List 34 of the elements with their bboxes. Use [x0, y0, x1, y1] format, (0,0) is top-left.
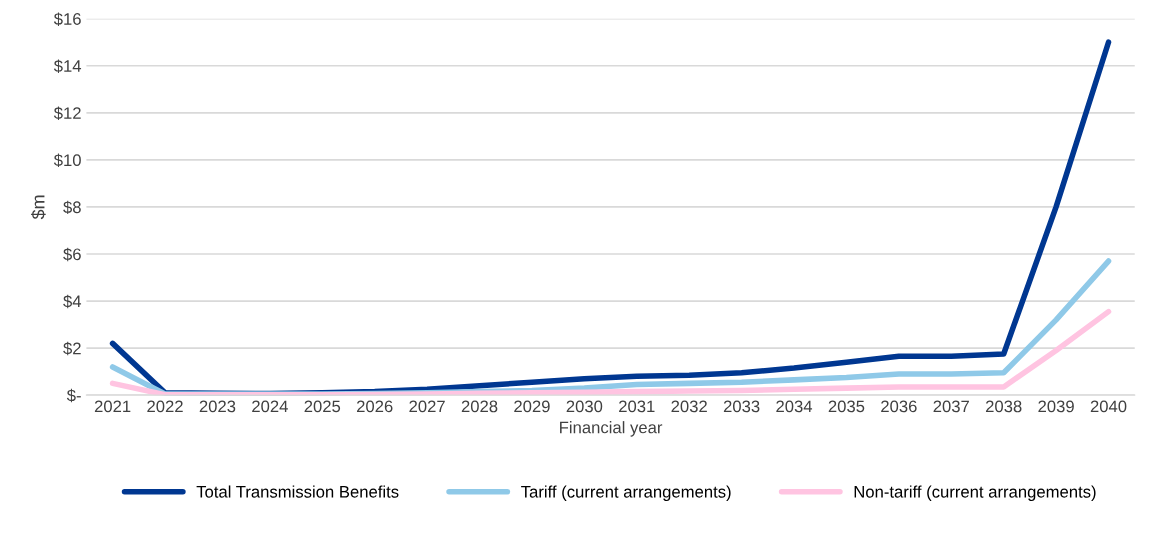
- x-tick-label: 2028: [461, 400, 498, 413]
- x-tick-label: 2030: [566, 400, 603, 413]
- legend-label: Total Transmission Benefits: [196, 485, 399, 498]
- x-tick-label: 2033: [723, 400, 760, 413]
- x-tick-label: 2026: [356, 400, 393, 413]
- x-tick-label: 2021: [94, 400, 131, 413]
- x-tick-label: 2036: [881, 400, 917, 413]
- x-tick-label: 2038: [985, 400, 1022, 413]
- x-tick-label: 2040: [1090, 400, 1127, 413]
- x-tick-label: 2031: [619, 400, 655, 413]
- x-tick-label: 2035: [828, 400, 865, 413]
- x-tick-label: 2022: [147, 400, 183, 413]
- x-tick-label: 2037: [933, 400, 969, 413]
- y-tick-label: $8: [63, 200, 81, 215]
- x-tick-label: 2034: [776, 400, 813, 413]
- x-tick-label: 2032: [671, 400, 707, 413]
- x-tick-label: 2024: [252, 400, 288, 413]
- y-tick-label: $12: [53, 106, 81, 120]
- y-tick-label: $10: [53, 153, 81, 168]
- x-tick-label: 2023: [199, 400, 236, 413]
- x-axis-title: Financial year: [560, 421, 663, 437]
- y-tick-label: $16: [53, 12, 81, 26]
- legend-label: Non-tariff (current arrangements): [854, 485, 1096, 501]
- y-axis-title: $m: [31, 195, 46, 220]
- y-tick-label: $6: [63, 247, 81, 262]
- legend-label: Tariff (current arrangements): [521, 485, 731, 501]
- x-tick-label: 2039: [1038, 400, 1074, 413]
- x-tick-label: 2027: [409, 400, 445, 413]
- x-tick-label: 2029: [514, 400, 550, 413]
- x-tick-label: 2025: [304, 400, 341, 413]
- y-tick-label: $14: [53, 59, 82, 73]
- y-tick-label: $-: [66, 388, 81, 403]
- y-tick-label: $4: [63, 294, 82, 309]
- y-tick-label: $2: [63, 341, 81, 356]
